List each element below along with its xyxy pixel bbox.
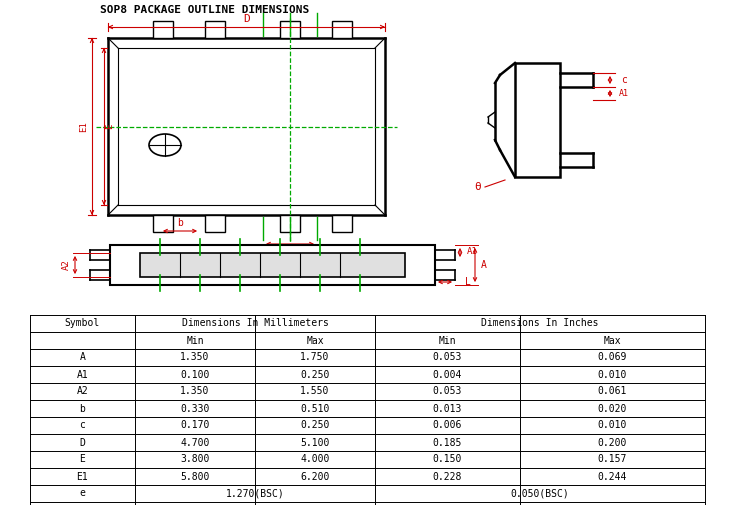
Text: 4.000: 4.000	[300, 454, 330, 465]
Text: Dimensions In Millimeters: Dimensions In Millimeters	[182, 319, 329, 328]
Text: 1.270(BSC): 1.270(BSC)	[225, 488, 284, 498]
Text: 0.069: 0.069	[598, 352, 627, 363]
Text: A1: A1	[77, 370, 88, 379]
Text: 1.350: 1.350	[180, 352, 210, 363]
Text: 0.013: 0.013	[433, 403, 462, 414]
Text: 0.004: 0.004	[433, 370, 462, 379]
Text: 0.010: 0.010	[598, 370, 627, 379]
Text: SOP8 PACKAGE OUTLINE DIMENSIONS: SOP8 PACKAGE OUTLINE DIMENSIONS	[100, 5, 309, 15]
Text: 0.185: 0.185	[433, 437, 462, 447]
Text: L: L	[465, 277, 471, 287]
Text: Max: Max	[306, 335, 324, 345]
Text: 0.200: 0.200	[598, 437, 627, 447]
Text: A1: A1	[467, 247, 477, 257]
Text: D: D	[79, 437, 85, 447]
Text: e: e	[287, 247, 293, 257]
Text: A: A	[79, 352, 85, 363]
Text: A: A	[481, 260, 487, 270]
Text: Max: Max	[604, 335, 621, 345]
Text: E: E	[106, 124, 114, 129]
Bar	[205, 215, 225, 232]
Text: c: c	[621, 75, 627, 85]
Text: 0.250: 0.250	[300, 370, 330, 379]
Bar	[153, 215, 173, 232]
Text: A1: A1	[619, 89, 629, 98]
Text: 0.010: 0.010	[598, 421, 627, 430]
Text: E1: E1	[77, 472, 88, 481]
Text: b: b	[177, 218, 183, 228]
Text: 1.750: 1.750	[300, 352, 330, 363]
Bar	[153, 21, 173, 38]
Bar	[332, 21, 352, 38]
Bar	[205, 21, 225, 38]
Text: Min: Min	[186, 335, 204, 345]
Text: A2: A2	[77, 386, 88, 396]
Text: 0.053: 0.053	[433, 386, 462, 396]
Text: 6.200: 6.200	[300, 472, 330, 481]
Text: 3.800: 3.800	[180, 454, 210, 465]
Text: 5.800: 5.800	[180, 472, 210, 481]
Text: Symbol: Symbol	[65, 319, 100, 328]
Text: 0.170: 0.170	[180, 421, 210, 430]
Text: 0.006: 0.006	[433, 421, 462, 430]
Text: 0.244: 0.244	[598, 472, 627, 481]
Text: θ: θ	[475, 182, 481, 192]
Text: 0.050(BSC): 0.050(BSC)	[510, 488, 569, 498]
Bar	[515, 63, 560, 177]
Text: 1.550: 1.550	[300, 386, 330, 396]
Bar	[110, 245, 435, 285]
Text: b: b	[79, 403, 85, 414]
Bar	[332, 215, 352, 232]
Text: 0.510: 0.510	[300, 403, 330, 414]
Text: 1.350: 1.350	[180, 386, 210, 396]
Text: 0.150: 0.150	[433, 454, 462, 465]
Text: 0.228: 0.228	[433, 472, 462, 481]
Bar	[140, 253, 405, 277]
Text: 0.053: 0.053	[433, 352, 462, 363]
Bar	[280, 21, 300, 38]
Text: 0.061: 0.061	[598, 386, 627, 396]
Text: e: e	[79, 488, 85, 498]
Bar	[280, 215, 300, 232]
Text: Min: Min	[439, 335, 456, 345]
Text: A2: A2	[61, 260, 71, 270]
Text: E1: E1	[79, 121, 88, 132]
Text: 0.020: 0.020	[598, 403, 627, 414]
Text: 0.330: 0.330	[180, 403, 210, 414]
Text: E: E	[79, 454, 85, 465]
Text: c: c	[79, 421, 85, 430]
Text: 0.157: 0.157	[598, 454, 627, 465]
Text: 5.100: 5.100	[300, 437, 330, 447]
Text: 4.700: 4.700	[180, 437, 210, 447]
Text: 0.100: 0.100	[180, 370, 210, 379]
Text: Dimensions In Inches: Dimensions In Inches	[481, 319, 599, 328]
Text: 0.250: 0.250	[300, 421, 330, 430]
Text: D: D	[243, 14, 250, 24]
